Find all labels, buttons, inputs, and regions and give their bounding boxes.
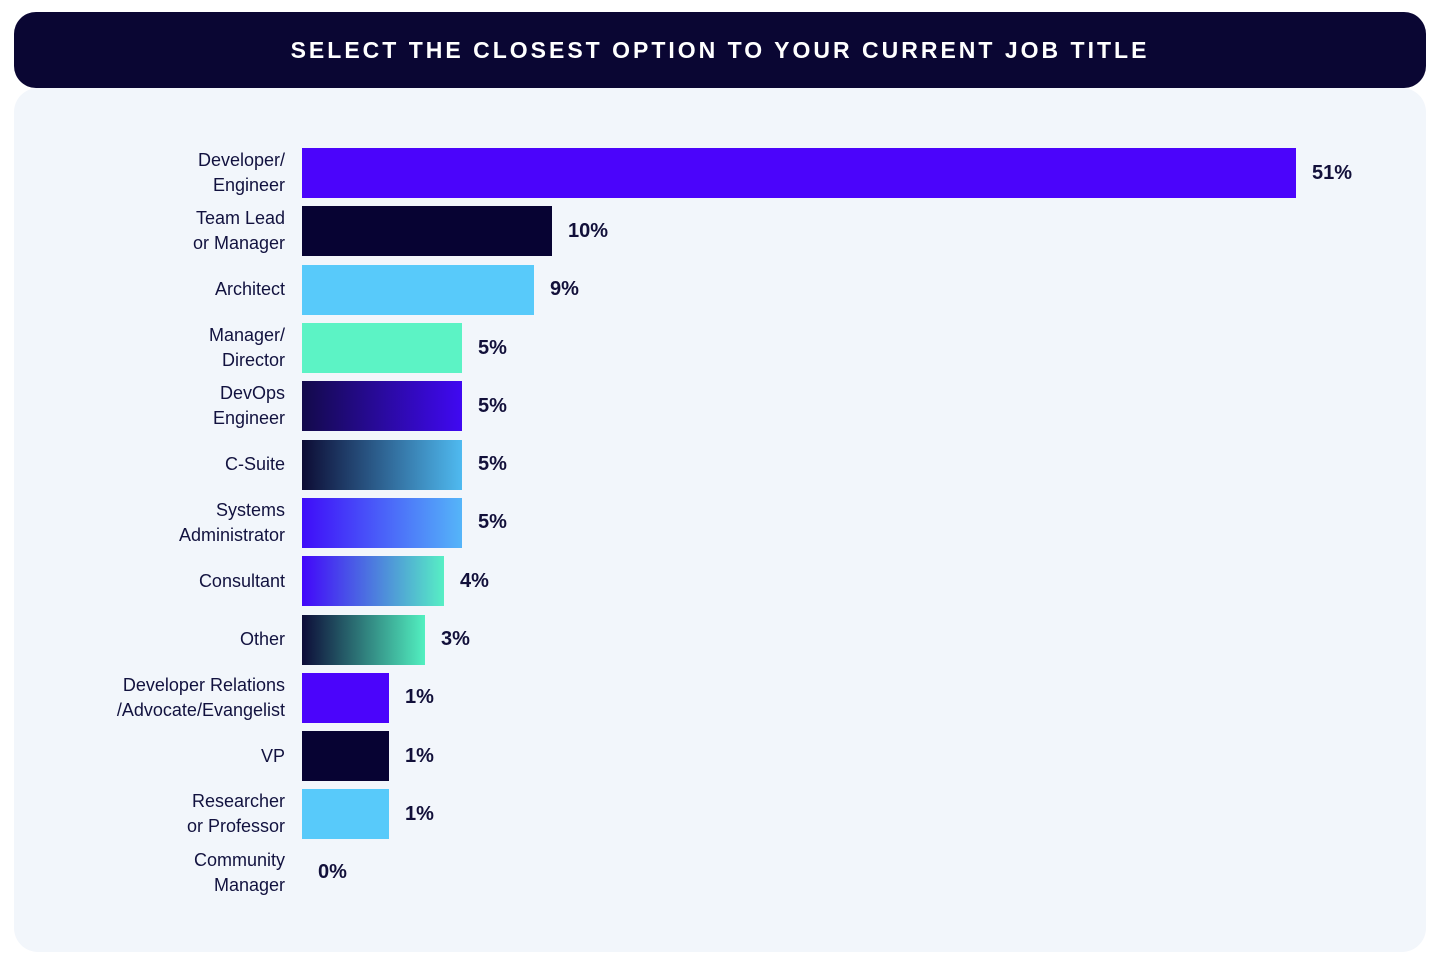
- chart-title: SELECT THE CLOSEST OPTION TO YOUR CURREN…: [290, 36, 1150, 63]
- category-label: Consultant: [198, 570, 285, 591]
- chart-row: Community Manager 0%: [14, 844, 1426, 902]
- value-label: 4%: [460, 569, 489, 592]
- chart-row: C-Suite 5%: [14, 435, 1426, 493]
- value-label: 1%: [405, 802, 434, 825]
- chart-row: Consultant 4%: [14, 552, 1426, 610]
- chart-row: Systems Administrator 5%: [14, 494, 1426, 552]
- chart-row: Developer/ Engineer 51%: [14, 144, 1426, 202]
- value-label: 1%: [405, 686, 434, 709]
- value-label: 5%: [478, 336, 507, 359]
- category-label: VP: [260, 745, 285, 766]
- category-label: Developer/ Engineer: [197, 150, 285, 196]
- chart-row: Manager/ Director 5%: [14, 319, 1426, 377]
- category-label: Manager/ Director: [208, 325, 285, 371]
- chart-row: VP 1%: [14, 727, 1426, 785]
- bar-chart: Developer/ Engineer 51% Team Lead or Man…: [14, 144, 1426, 902]
- value-label: 1%: [405, 744, 434, 767]
- category-label: Other: [239, 629, 285, 650]
- chart-row: Architect 9%: [14, 261, 1426, 319]
- category-label: Team Lead or Manager: [192, 208, 285, 254]
- chart-row: Team Lead or Manager 10%: [14, 202, 1426, 260]
- chart-row: DevOps Engineer 5%: [14, 377, 1426, 435]
- bar: [302, 614, 425, 665]
- bar: [302, 323, 462, 374]
- bar: [302, 264, 534, 315]
- category-label: Researcher or Professor: [186, 791, 285, 837]
- value-label: 5%: [478, 453, 507, 476]
- bar: [302, 556, 444, 607]
- value-label: 5%: [478, 511, 507, 534]
- bar: [302, 789, 389, 840]
- bar: [302, 672, 389, 723]
- value-label: 51%: [1312, 161, 1353, 184]
- category-label: C-Suite: [224, 454, 285, 475]
- bar: [302, 381, 462, 432]
- category-label: Systems Administrator: [178, 499, 285, 545]
- value-label: 10%: [568, 219, 609, 242]
- category-label: DevOps Engineer: [212, 383, 285, 429]
- bar: [302, 148, 1296, 199]
- chart-title-banner: SELECT THE CLOSEST OPTION TO YOUR CURREN…: [14, 12, 1426, 88]
- category-label: Developer Relations /Advocate/Evangelist: [116, 674, 285, 720]
- bar: [302, 497, 462, 548]
- value-label: 3%: [441, 628, 470, 651]
- value-label: 5%: [478, 394, 507, 417]
- chart-row: Developer Relations /Advocate/Evangelist…: [14, 669, 1426, 727]
- category-label: Architect: [214, 279, 285, 300]
- value-label: 0%: [318, 861, 347, 884]
- bar: [302, 731, 389, 782]
- value-label: 9%: [550, 278, 579, 301]
- chart-row: Researcher or Professor 1%: [14, 785, 1426, 843]
- category-label: Community Manager: [193, 849, 285, 895]
- bar: [302, 206, 552, 257]
- chart-row: Other 3%: [14, 610, 1426, 668]
- bar: [302, 439, 462, 490]
- chart-card: Developer/ Engineer 51% Team Lead or Man…: [14, 88, 1426, 952]
